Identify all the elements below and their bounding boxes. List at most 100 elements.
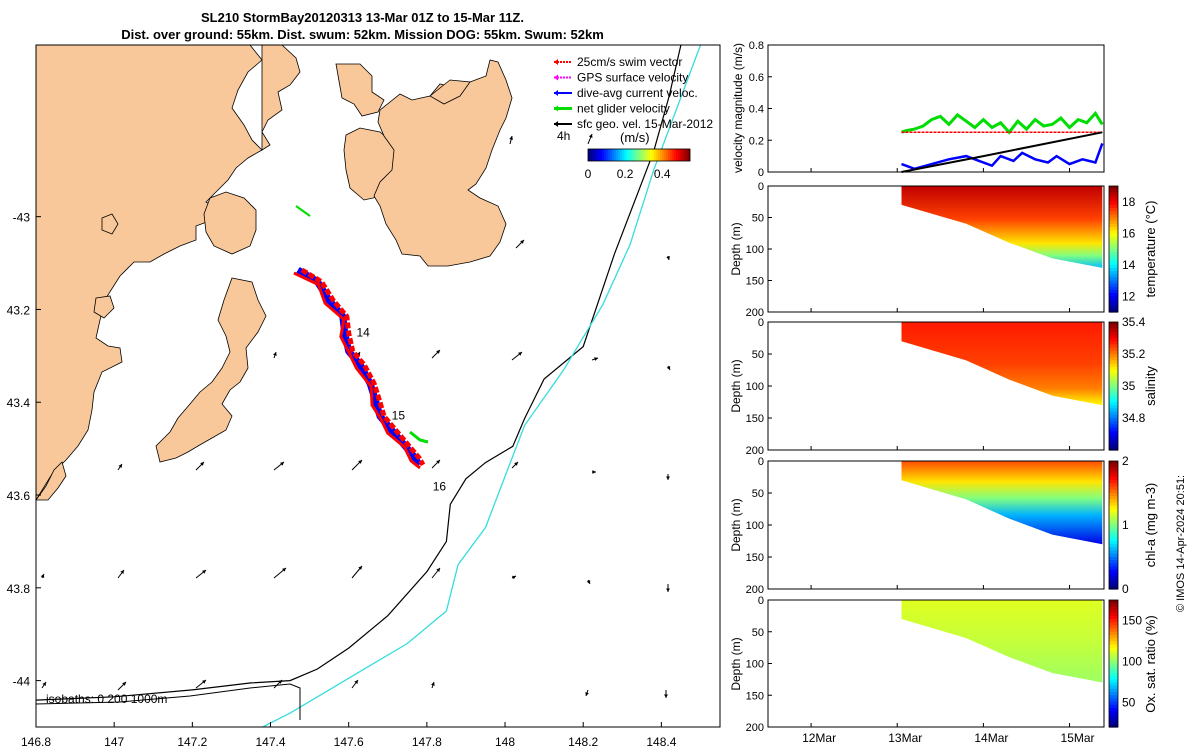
velocity-series-line	[901, 142, 1104, 171]
current-vector-arrow	[195, 569, 207, 579]
panel-colorbar-cell	[1109, 619, 1118, 623]
land-polygon	[93, 295, 115, 319]
panel-colorbar-cell	[1109, 239, 1118, 244]
colorbar-cell	[612, 149, 615, 161]
legend-entry: dive-avg current veloc.	[554, 86, 698, 100]
map-x-tick-label: 147	[104, 735, 124, 749]
panel-colorbar-tick-label: 34.8	[1122, 411, 1146, 425]
velocity-panel-frame	[767, 44, 1105, 173]
panel-colorbar-cell	[1109, 467, 1118, 472]
temperature-section-panel	[767, 185, 1119, 313]
colorbar-cell	[594, 149, 597, 161]
map-x-tick-label: 147.6	[334, 735, 364, 749]
current-vector-arrow	[666, 255, 671, 261]
panel-colorbar-cell	[1109, 612, 1118, 617]
panel-colorbar-cell	[1109, 255, 1118, 260]
panel-colorbar-cell	[1109, 379, 1118, 384]
map-y-tick-label: 43.4	[7, 396, 31, 410]
panel-colorbar-cell	[1109, 557, 1118, 561]
map-y-tick-label: 43.6	[7, 489, 31, 503]
depth-tick-label: 150	[746, 413, 764, 425]
colorbar-cell	[646, 149, 649, 161]
panel-colorbar-cell	[1109, 685, 1118, 690]
velocity-y-tick-label: 0.8	[749, 40, 764, 52]
current-vector-arrow	[195, 461, 205, 471]
legend-entry: sfc geo. vel. 15-Mar-2012	[554, 117, 713, 131]
panel-colorbar-cell	[1109, 446, 1118, 451]
colorbar-cell	[642, 149, 645, 161]
panel-colorbar-cell	[1109, 226, 1118, 231]
current-vector-arrow	[509, 135, 514, 145]
panel-colorbar-cell	[1109, 230, 1118, 234]
legend-label: 25cm/s swim vector	[577, 55, 682, 69]
map-x-tick-label: 148	[495, 735, 515, 749]
vector-arrow-head	[358, 566, 362, 570]
colorbar-units-label: (m/s)	[620, 130, 650, 145]
depth-tick-label: 100	[746, 381, 764, 393]
panel-colorbar-cell	[1109, 398, 1118, 403]
temperature-section-data	[901, 186, 1103, 268]
colorbar-frame	[587, 148, 691, 162]
colorbar-cell	[608, 149, 611, 161]
land-polygon	[203, 191, 257, 255]
velocity-y-tick-label: 0.2	[749, 135, 764, 147]
panel-colorbar-cell	[1109, 682, 1118, 687]
vector-arrow-head	[436, 568, 440, 572]
colorbar-cell	[590, 149, 593, 161]
panel-colorbar-cell	[1109, 360, 1118, 365]
panel-colorbar-cell	[1109, 505, 1118, 510]
depth-tick-label: 200	[746, 445, 764, 457]
vector-arrow-head	[42, 682, 46, 686]
colorbar-cell	[592, 149, 595, 161]
panel-colorbar-cell	[1109, 717, 1118, 722]
land-polygon	[155, 277, 267, 463]
panel-colorbar-cell	[1109, 723, 1118, 728]
land-polygon	[36, 461, 67, 501]
panel-colorbar-tick-label: 14	[1122, 258, 1136, 272]
panel-colorbar-cell	[1109, 277, 1118, 282]
panel-colorbar-cell	[1109, 283, 1118, 288]
depth-axis-label: Depth (m)	[729, 637, 743, 690]
panel-colorbar-cell	[1109, 512, 1118, 516]
panel-colorbar-cell	[1109, 518, 1118, 523]
vector-arrow-head	[40, 574, 45, 578]
depth-tick-label: 200	[746, 307, 764, 319]
panel-colorbar-cell	[1109, 264, 1118, 269]
colorbar-cell	[626, 149, 629, 161]
colorbar-cell	[680, 149, 683, 161]
panel-colorbar-cell	[1109, 464, 1118, 468]
current-vector-arrow	[664, 690, 668, 698]
panel-colorbar-cell	[1109, 638, 1118, 642]
depth-tick-label: 50	[752, 488, 764, 500]
colorbar-cell	[632, 149, 635, 161]
panel-colorbar-cell	[1109, 376, 1118, 381]
panel-colorbar-cell	[1109, 296, 1118, 300]
vector-arrow-head	[431, 682, 435, 686]
swim-vector-track-2	[293, 271, 421, 470]
legend-swatch-head	[554, 121, 558, 127]
isobath-200m-line	[36, 45, 682, 701]
panel-colorbar-cell	[1109, 470, 1118, 475]
colorbar-cell	[616, 149, 619, 161]
panel-colorbar-cell	[1109, 660, 1118, 665]
panel-colorbar-cell	[1109, 258, 1118, 263]
current-vector-arrow	[273, 351, 277, 359]
panel-colorbar-cell	[1109, 198, 1118, 203]
velocity-y-tick-label: 0.4	[749, 104, 764, 116]
panel-colorbar-cell	[1109, 354, 1118, 358]
colorbar-cell	[682, 149, 685, 161]
vector-arrow-head	[666, 256, 671, 260]
legend-label: dive-avg current veloc.	[577, 86, 698, 100]
vector-arrow-head	[202, 680, 206, 684]
colorbar-cell	[664, 149, 667, 161]
panel-colorbar-cell	[1109, 502, 1118, 507]
vector-arrow-head	[280, 462, 284, 466]
panel-colorbar-cell	[1109, 657, 1118, 661]
panel-colorbar-cell	[1109, 711, 1118, 715]
colorbar-cell	[606, 149, 609, 161]
current-vector-arrow	[586, 579, 591, 585]
vector-arrow-head	[520, 240, 524, 244]
track-day-label: 16	[433, 479, 447, 493]
salinity-section-data	[901, 322, 1103, 406]
panel-colorbar-cell	[1109, 666, 1118, 671]
